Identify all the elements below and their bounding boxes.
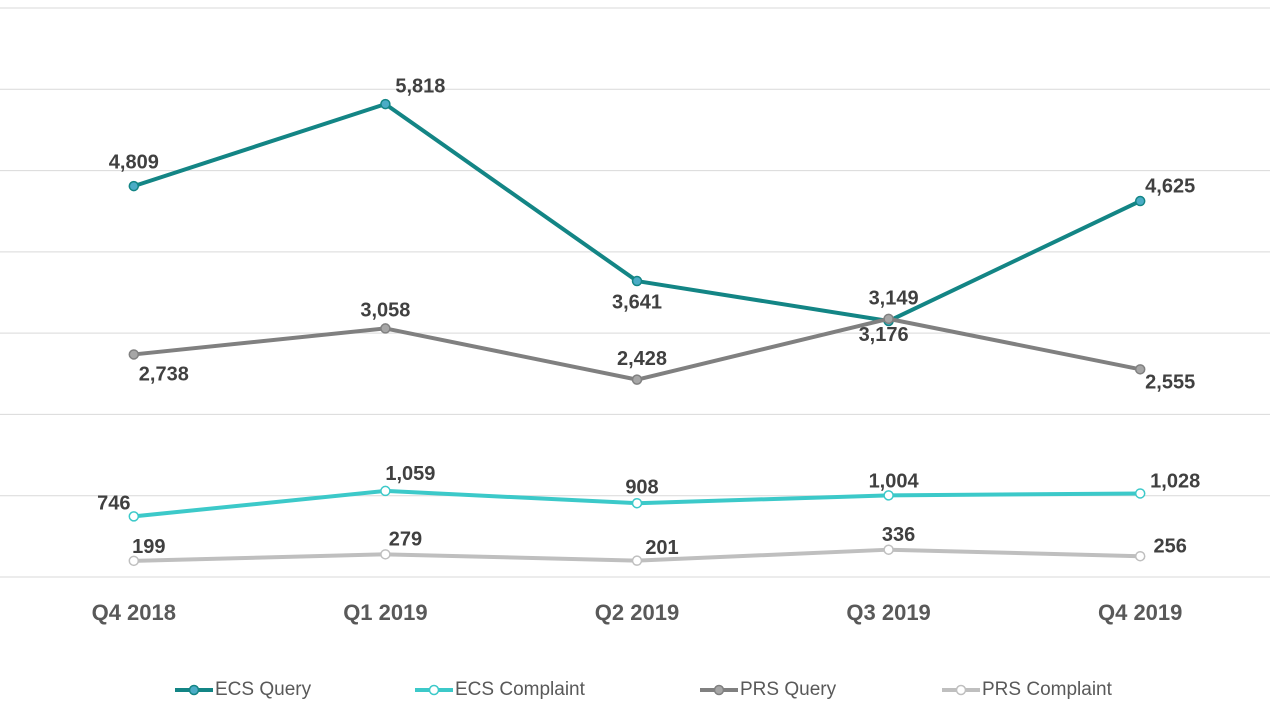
data-point <box>631 497 643 509</box>
data-label: 5,818 <box>395 75 445 97</box>
data-label: 908 <box>625 476 658 498</box>
x-tick-label: Q3 2019 <box>846 600 930 625</box>
data-label: 199 <box>132 536 165 558</box>
legend-marker <box>428 684 440 696</box>
data-point <box>883 544 894 555</box>
data-label: 336 <box>882 524 915 546</box>
data-point <box>883 490 894 501</box>
data-label: 746 <box>97 493 130 515</box>
data-label: 3,058 <box>360 300 410 322</box>
data-point <box>1134 550 1146 562</box>
data-point <box>380 98 391 110</box>
data-point <box>128 180 140 192</box>
data-point <box>128 555 140 567</box>
data-label: 3,641 <box>612 291 662 313</box>
data-point <box>883 313 894 325</box>
data-point <box>380 485 391 497</box>
legend-label: PRS Complaint <box>982 679 1113 700</box>
data-label: 4,625 <box>1145 175 1195 197</box>
data-point <box>631 374 643 385</box>
legend-marker <box>188 684 200 696</box>
data-label: 2,738 <box>139 364 189 386</box>
data-point <box>380 549 391 560</box>
data-label: 1,028 <box>1150 471 1200 493</box>
legend-label: PRS Query <box>740 679 837 700</box>
data-point <box>631 555 643 566</box>
data-label: 1,004 <box>869 471 920 493</box>
x-tick-label: Q4 2018 <box>92 600 176 625</box>
data-label: 3,176 <box>859 324 909 346</box>
data-point <box>1134 488 1146 499</box>
x-tick-label: Q1 2019 <box>343 600 427 625</box>
data-label: 3,149 <box>869 287 919 309</box>
data-point <box>380 323 391 334</box>
x-tick-label: Q2 2019 <box>595 600 679 625</box>
legend-label: ECS Query <box>215 679 312 700</box>
data-point <box>1134 195 1146 207</box>
data-label: 279 <box>389 529 422 551</box>
data-label: 2,555 <box>1145 372 1195 394</box>
data-point <box>1134 364 1146 375</box>
legend-marker <box>955 684 967 696</box>
data-label: 256 <box>1154 535 1187 557</box>
legend-label: ECS Complaint <box>455 679 586 700</box>
data-label: 4,809 <box>109 151 159 173</box>
data-label: 1,059 <box>385 463 435 485</box>
data-label: 201 <box>645 537 678 559</box>
data-point <box>128 511 140 522</box>
data-label: 2,428 <box>617 348 667 370</box>
series-line <box>133 102 1142 324</box>
legend-marker <box>713 684 725 696</box>
data-point <box>631 275 643 287</box>
data-point <box>128 349 140 360</box>
x-tick-label: Q4 2019 <box>1098 600 1182 625</box>
